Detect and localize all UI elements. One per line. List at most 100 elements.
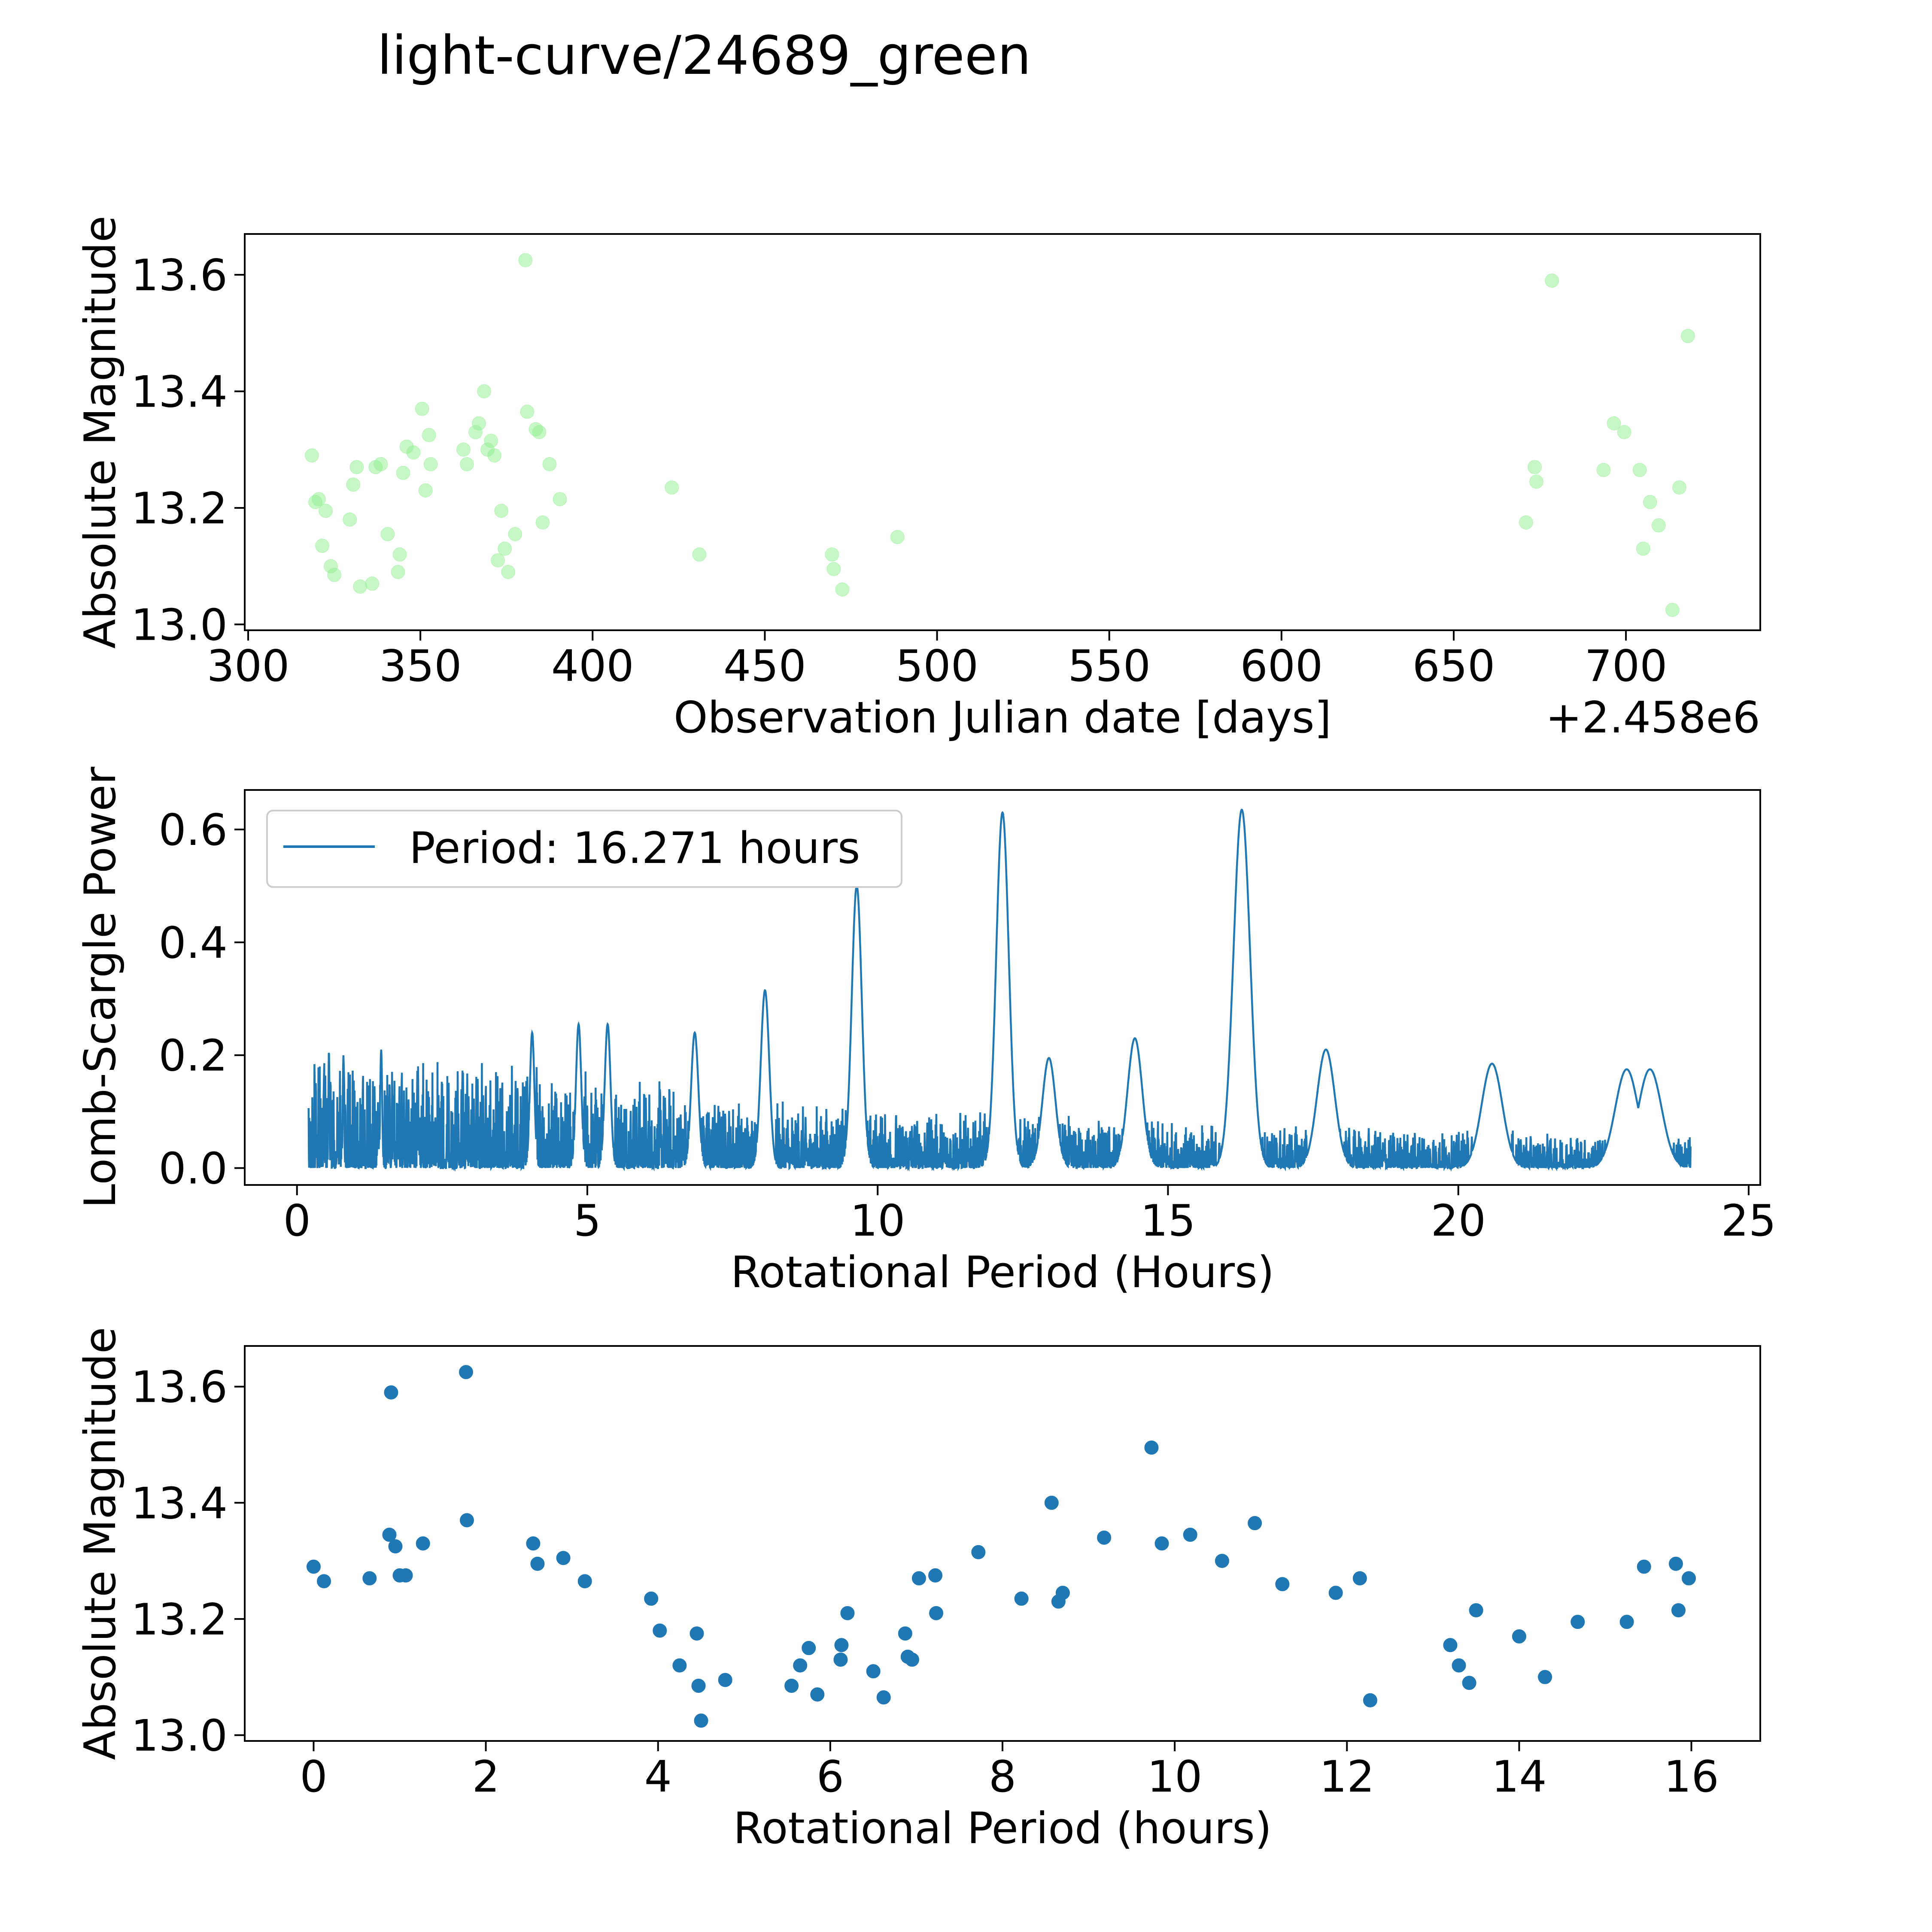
- data-point: [928, 1568, 943, 1583]
- x-tick-label: 5: [574, 1195, 601, 1246]
- x-tick-label: 550: [1068, 641, 1151, 691]
- data-point: [396, 466, 410, 480]
- x-tick-label: 0: [300, 1751, 327, 1802]
- data-point: [319, 504, 333, 518]
- data-point: [374, 457, 388, 471]
- data-point: [304, 448, 319, 463]
- data-point: [353, 579, 368, 594]
- x-tick-label: 300: [207, 641, 290, 691]
- data-point: [1512, 1629, 1526, 1643]
- data-point: [1682, 1571, 1696, 1586]
- data-point: [472, 416, 486, 431]
- data-point: [825, 547, 839, 562]
- x-offset-text: +2.458e6: [1546, 692, 1760, 743]
- data-point: [793, 1658, 808, 1673]
- data-point: [349, 460, 364, 474]
- data-point: [665, 480, 679, 495]
- data-point: [644, 1592, 659, 1606]
- data-point: [1215, 1554, 1229, 1568]
- data-point: [1571, 1615, 1585, 1629]
- data-point: [890, 530, 905, 544]
- data-point: [1671, 1603, 1686, 1618]
- axes-frame: [244, 1345, 1761, 1742]
- data-point: [1469, 1603, 1483, 1618]
- data-point: [929, 1606, 944, 1620]
- x-tick-label: 650: [1413, 641, 1495, 691]
- data-point: [343, 512, 357, 527]
- data-point: [542, 457, 557, 471]
- y-tick-label: 13.2: [131, 483, 228, 534]
- data-point: [1529, 474, 1544, 489]
- x-tick-label: 700: [1585, 641, 1668, 691]
- periodogram-line: [307, 808, 1692, 1172]
- data-point: [388, 1539, 403, 1554]
- data-point: [911, 1571, 926, 1586]
- data-point: [810, 1687, 825, 1702]
- data-point: [532, 425, 547, 439]
- data-point: [1183, 1528, 1197, 1542]
- data-point: [535, 515, 550, 530]
- x-tick-label: 20: [1431, 1195, 1486, 1246]
- folded-light-curve-plot: 0 2 4 6 8 10 12 14 16 13.0 13.2 13.4 13.6 Rotational …: [75, 1327, 1761, 1853]
- data-point: [1636, 541, 1650, 556]
- data-point: [484, 434, 498, 448]
- y-tick-label: 0.2: [158, 1030, 228, 1081]
- data-point: [833, 1653, 848, 1667]
- data-point: [1637, 1559, 1651, 1574]
- data-point: [422, 428, 436, 442]
- data-point: [1462, 1676, 1476, 1690]
- y-tick-label: 13.4: [131, 366, 228, 417]
- data-point: [530, 1556, 545, 1571]
- data-point: [1055, 1586, 1070, 1600]
- data-point: [1519, 515, 1533, 530]
- y-tick-label: 0.6: [158, 805, 228, 855]
- data-point: [459, 1513, 474, 1528]
- data-point: [494, 504, 509, 518]
- data-point: [380, 527, 395, 541]
- data-point: [1044, 1495, 1059, 1510]
- data-point: [416, 1536, 430, 1551]
- data-point: [834, 1638, 849, 1653]
- data-point: [1443, 1638, 1458, 1653]
- data-point: [1668, 1556, 1683, 1571]
- legend: Period: 16.271 hours: [266, 810, 902, 888]
- data-point: [382, 1528, 397, 1542]
- x-axis-label: Rotational Period (hours): [733, 1803, 1272, 1853]
- x-tick-label: 25: [1721, 1195, 1777, 1246]
- y-axis-label: Lomb-Scargle Power: [75, 766, 125, 1208]
- data-point: [392, 547, 407, 562]
- data-point: [1672, 480, 1686, 495]
- x-tick-label: 450: [723, 641, 806, 691]
- data-point: [1452, 1658, 1466, 1673]
- data-point: [477, 384, 492, 398]
- y-tick-label: 13.4: [131, 1478, 228, 1528]
- y-axis-label: Absolute Magnitude: [75, 1327, 125, 1760]
- data-point: [501, 565, 516, 579]
- data-point: [802, 1641, 816, 1656]
- data-point: [491, 553, 505, 568]
- data-point: [398, 1568, 413, 1583]
- data-point: [1643, 495, 1657, 509]
- y-tick-label: 13.0: [131, 599, 228, 650]
- data-point: [1596, 463, 1611, 477]
- x-tick-label: 600: [1240, 641, 1323, 691]
- data-point: [1665, 602, 1680, 617]
- x-axis-label: Observation Julian date [days]: [674, 692, 1331, 743]
- data-point: [905, 1653, 919, 1667]
- legend-box: [266, 810, 902, 888]
- data-point: [518, 253, 533, 267]
- data-point: [826, 562, 841, 576]
- data-point: [653, 1623, 667, 1638]
- data-point: [423, 457, 438, 471]
- x-tick-label: 4: [644, 1751, 672, 1802]
- data-point: [577, 1574, 592, 1589]
- data-point: [672, 1658, 687, 1673]
- x-tick-label: 15: [1140, 1195, 1196, 1246]
- periodogram-plot: 0 5 10 15 20 25 0.0 0.2 0.4 0.6 Rotational Period …: [75, 766, 1776, 1297]
- x-tick-label: 0: [283, 1195, 311, 1246]
- data-point: [1014, 1592, 1029, 1606]
- data-point: [866, 1664, 881, 1679]
- data-point: [1328, 1586, 1343, 1600]
